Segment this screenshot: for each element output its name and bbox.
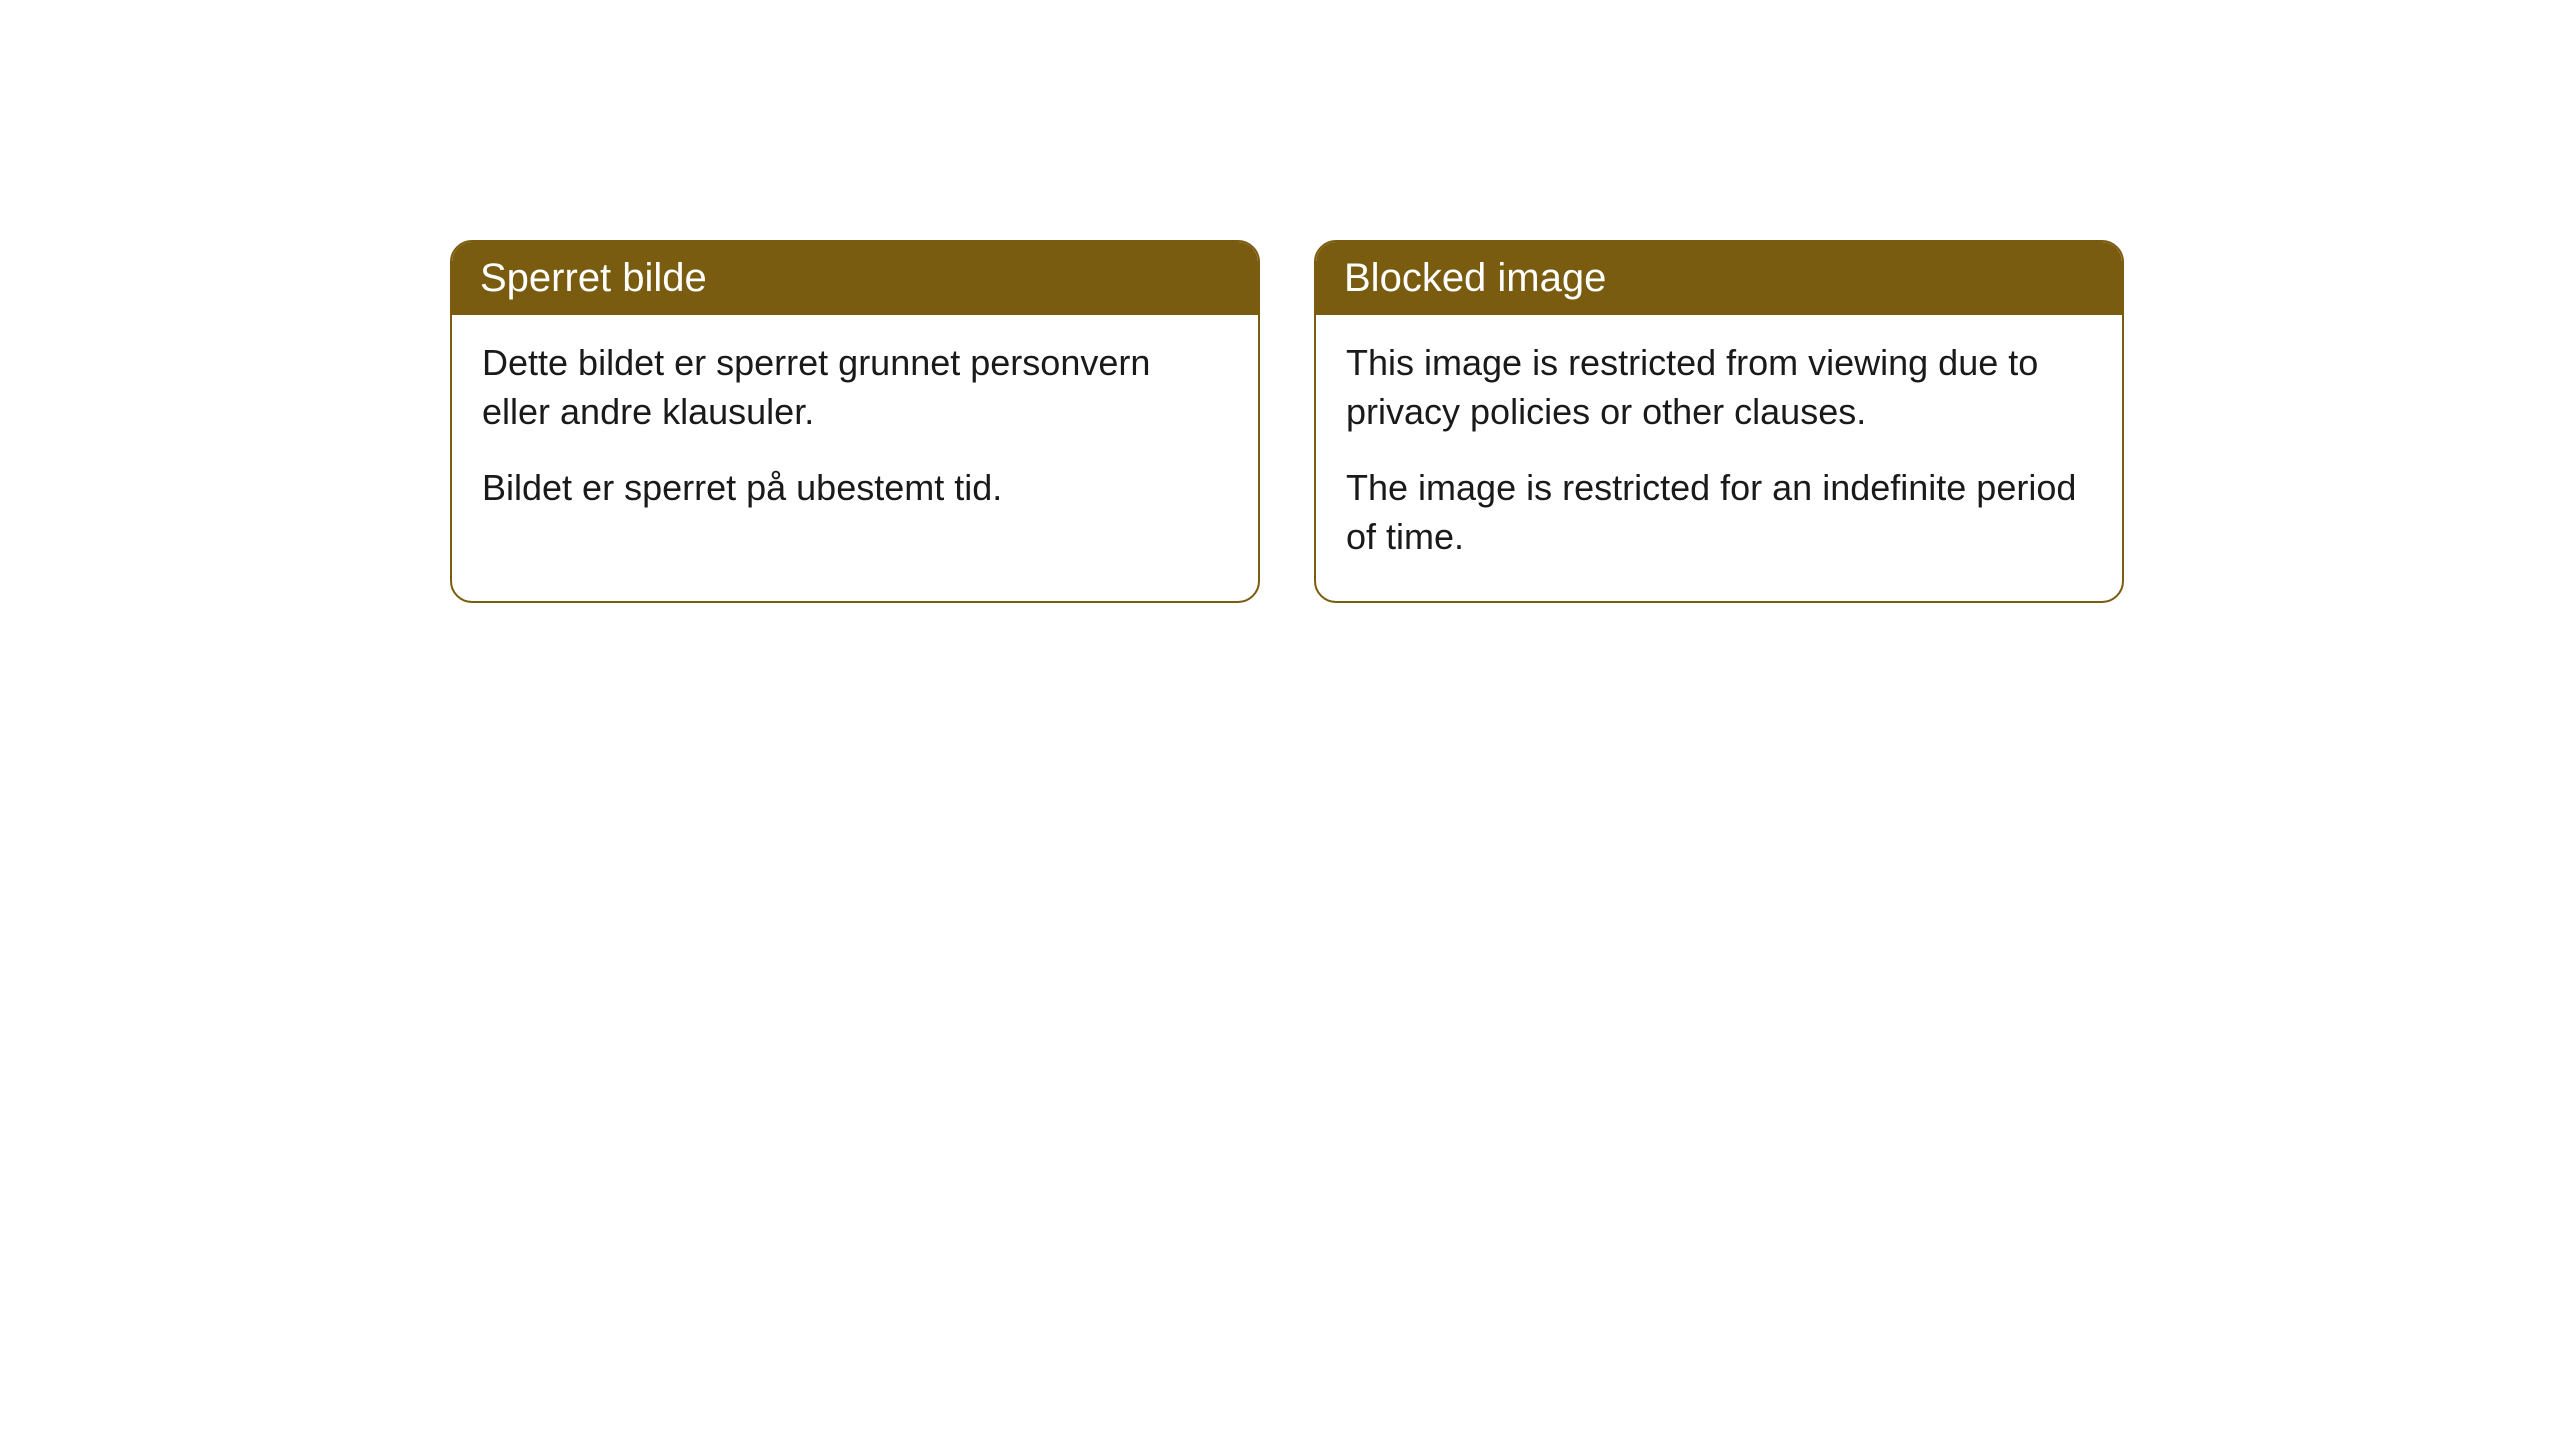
card-paragraph: The image is restricted for an indefinit…: [1346, 464, 2092, 561]
card-header: Sperret bilde: [452, 242, 1258, 315]
card-paragraph: Dette bildet er sperret grunnet personve…: [482, 339, 1228, 436]
notice-card-norwegian: Sperret bilde Dette bildet er sperret gr…: [450, 240, 1260, 603]
card-title: Sperret bilde: [480, 256, 707, 300]
card-body: This image is restricted from viewing du…: [1316, 315, 2122, 601]
card-paragraph: Bildet er sperret på ubestemt tid.: [482, 464, 1228, 513]
notice-container: Sperret bilde Dette bildet er sperret gr…: [0, 0, 2560, 603]
card-header: Blocked image: [1316, 242, 2122, 315]
card-paragraph: This image is restricted from viewing du…: [1346, 339, 2092, 436]
notice-card-english: Blocked image This image is restricted f…: [1314, 240, 2124, 603]
card-title: Blocked image: [1344, 256, 1606, 300]
card-body: Dette bildet er sperret grunnet personve…: [452, 315, 1258, 553]
